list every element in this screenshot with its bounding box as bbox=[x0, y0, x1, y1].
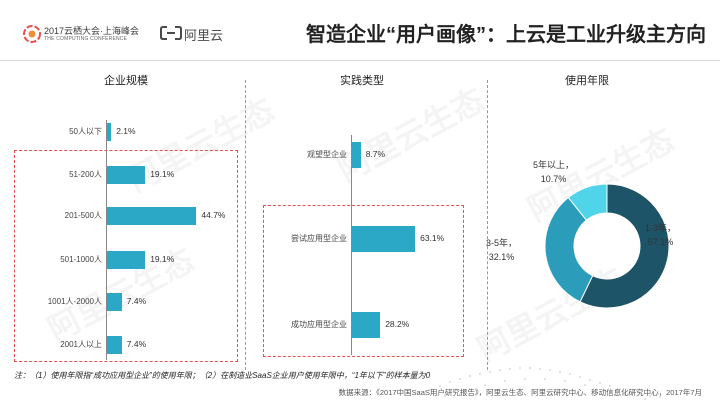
donut-slice bbox=[579, 183, 670, 309]
bar bbox=[107, 251, 146, 269]
slice-name: 5年以上， bbox=[533, 160, 575, 170]
slice-value: 10.7% bbox=[540, 174, 567, 184]
aliyun-bracket-icon bbox=[160, 26, 182, 40]
watermark: 阿里云生态 bbox=[329, 75, 492, 191]
slice-label: 3-5年， 32.1% bbox=[486, 236, 517, 264]
highlight-box bbox=[263, 205, 464, 357]
category-label: 50人以下 bbox=[69, 127, 102, 136]
bar bbox=[107, 123, 112, 141]
slice-label: 1-3年， 57.1% bbox=[645, 221, 676, 249]
category-label: 成功应用型企业 bbox=[291, 320, 347, 329]
conference-logo: 2017云栖大会·上海峰会 THE COMPUTING CONFERENCE bbox=[22, 22, 152, 48]
value-label: 63.1% bbox=[420, 233, 445, 243]
category-label: 51-200人 bbox=[69, 170, 102, 179]
footnote: 注：（1）使用年限指“成功应用型企业”的使用年限；（2）在制造业SaaS企业用户… bbox=[14, 371, 431, 380]
bar bbox=[107, 293, 122, 311]
donut-slice bbox=[567, 183, 608, 221]
conference-logo-line1: 2017云栖大会·上海峰会 bbox=[44, 26, 140, 36]
slice-name: 1-3年， bbox=[645, 223, 677, 233]
slice-value: 32.1% bbox=[488, 252, 515, 262]
bar bbox=[352, 312, 381, 338]
slice-name: 3-5年， bbox=[486, 238, 518, 248]
data-source: 数据来源：《2017中国SaaS用户研究报告》，阿里云生态、阿里云研究中心、移动… bbox=[338, 388, 702, 397]
category-label: 1001人-2000人 bbox=[47, 297, 102, 306]
slice-value: 57.1% bbox=[647, 237, 674, 247]
highlight-box bbox=[14, 150, 238, 362]
category-label: 尝试应用型企业 bbox=[291, 234, 347, 243]
page-title: 智造企业“用户画像”：上云是工业升级主方向 bbox=[306, 24, 706, 46]
value-label: 19.1% bbox=[150, 169, 175, 179]
panel-separator bbox=[245, 80, 246, 370]
value-label: 8.7% bbox=[365, 149, 386, 159]
category-label: 501-1000人 bbox=[60, 255, 102, 264]
y-axis bbox=[351, 135, 352, 355]
value-label: 7.4% bbox=[126, 296, 147, 306]
header-divider bbox=[0, 60, 720, 61]
value-label: 19.1% bbox=[150, 254, 175, 264]
bar bbox=[107, 336, 122, 354]
slice-label: 5年以上， 10.7% bbox=[533, 158, 574, 186]
bar bbox=[352, 142, 361, 168]
value-label: 7.4% bbox=[126, 339, 147, 349]
value-label: 2.1% bbox=[116, 126, 136, 136]
donut-slice bbox=[544, 196, 594, 303]
donut-chart bbox=[544, 183, 670, 309]
aliyun-logo-name: 阿里云 bbox=[184, 28, 224, 43]
conference-logo-line2: THE COMPUTING CONFERENCE bbox=[44, 36, 128, 42]
chart-title: 使用年限 bbox=[565, 75, 609, 87]
header: 2017云栖大会·上海峰会 THE COMPUTING CONFERENCE 阿… bbox=[0, 0, 720, 60]
category-label: 201-500人 bbox=[64, 211, 102, 220]
y-axis bbox=[106, 120, 107, 360]
conference-logo-icon bbox=[23, 25, 41, 43]
value-label: 28.2% bbox=[385, 319, 410, 329]
chart-title: 企业规模 bbox=[104, 75, 148, 87]
category-label: 2001人以上 bbox=[60, 340, 102, 349]
value-label: 44.7% bbox=[201, 210, 226, 220]
bar bbox=[352, 226, 416, 252]
panel-separator bbox=[487, 80, 488, 370]
bar bbox=[107, 207, 197, 225]
category-label: 观望型企业 bbox=[307, 150, 347, 159]
chart-title: 实践类型 bbox=[340, 75, 384, 87]
bar bbox=[107, 166, 146, 184]
